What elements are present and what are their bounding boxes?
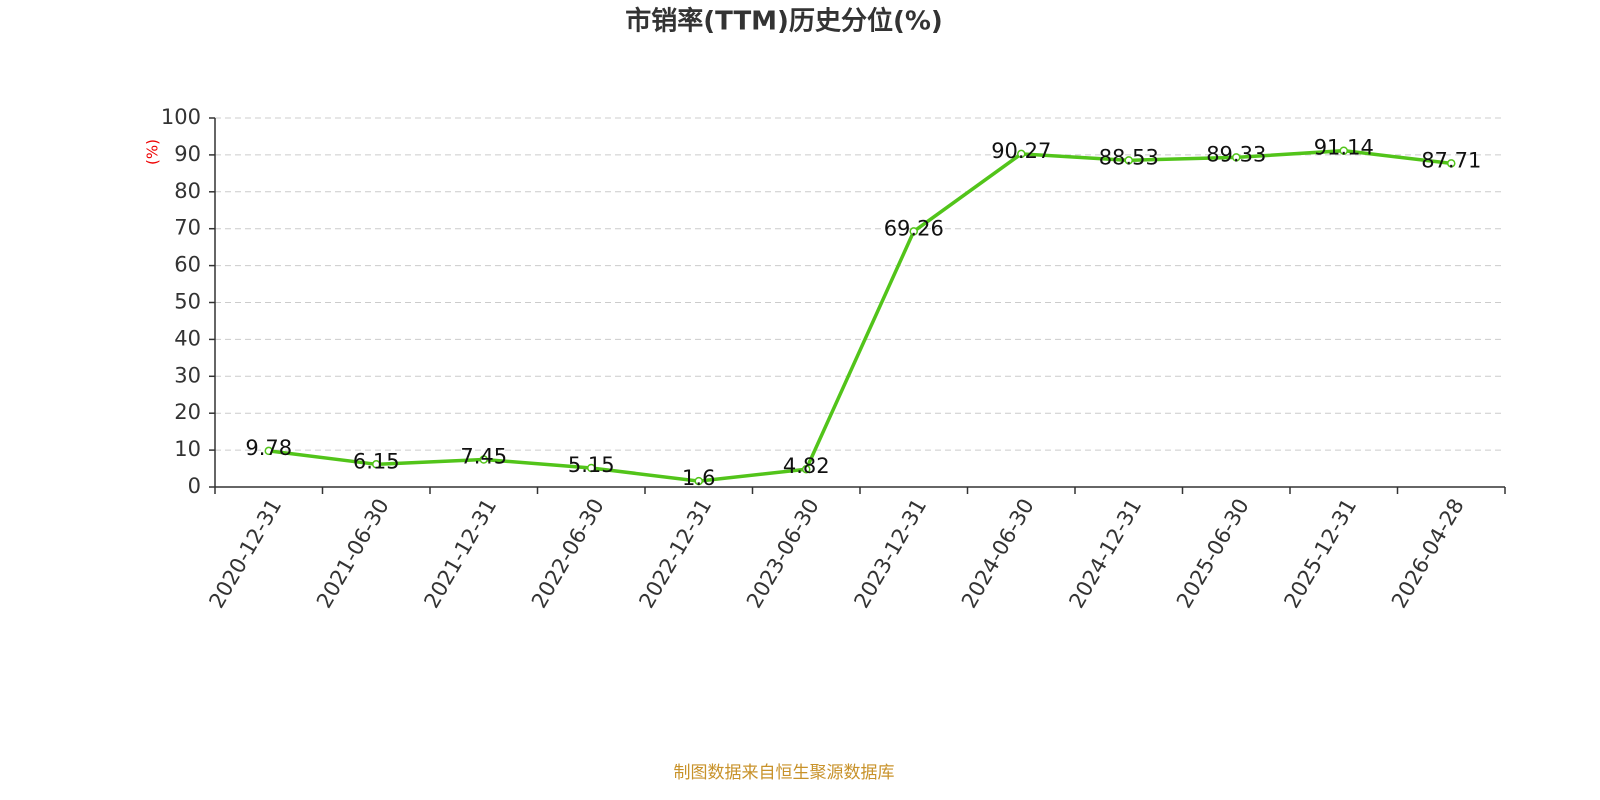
y-tick-label: 90	[174, 142, 201, 166]
x-tick-label: 2023-12-31	[849, 495, 931, 613]
point	[1124, 156, 1133, 165]
x-tick-label: 2021-12-31	[419, 495, 501, 613]
x-tick-label: 2022-12-31	[634, 495, 716, 613]
y-tick-label: 70	[174, 216, 201, 240]
y-tick-label: 60	[174, 253, 201, 277]
point	[1232, 153, 1241, 162]
y-tick-label: 0	[188, 474, 201, 498]
point	[587, 463, 596, 473]
x-tick-label: 2026-04-28	[1387, 495, 1469, 613]
chart-title: 市销率(TTM)历史分位(%)	[625, 6, 943, 37]
y-axis-label: (%)	[144, 139, 162, 165]
x-tick-label: 2020-12-31	[204, 495, 286, 613]
x-tick-label: 2025-12-31	[1279, 495, 1361, 613]
x-tick-label: 2025-06-30	[1172, 495, 1254, 613]
source-note: 制图数据来自恒生聚源数据库	[674, 763, 895, 783]
x-tick-label: 2024-06-30	[957, 495, 1039, 613]
point	[802, 464, 811, 474]
data-label: 87.71	[1421, 148, 1481, 172]
x-tick-label: 2022-06-30	[527, 495, 609, 613]
point	[1017, 149, 1026, 159]
data-label: 88.53	[1099, 145, 1159, 169]
data-label: 69.26	[884, 216, 944, 240]
point	[372, 460, 381, 469]
data-label: 7.45	[460, 445, 507, 469]
y-tick-label: 40	[174, 326, 201, 350]
y-tick-label: 20	[174, 400, 201, 424]
y-tick-label: 50	[174, 290, 201, 314]
data-label: 90.27	[991, 139, 1051, 163]
point	[264, 446, 273, 456]
x-tick-label: 2021-06-30	[312, 495, 394, 613]
data-label: 9.78	[245, 436, 292, 460]
point	[1339, 146, 1348, 155]
data-label: 1.6	[682, 466, 715, 490]
point	[909, 227, 918, 236]
point	[479, 455, 488, 464]
data-label: 89.33	[1206, 142, 1266, 166]
data-label: 91.14	[1314, 136, 1374, 160]
point	[694, 476, 703, 486]
x-tick-label: 2023-06-30	[742, 495, 824, 613]
point	[1447, 159, 1456, 168]
data-label: 6.15	[353, 449, 400, 473]
x-tick-label: 2024-12-31	[1064, 495, 1146, 613]
y-tick-label: 10	[174, 437, 201, 461]
line	[268, 148, 1452, 483]
y-tick-label: 80	[174, 179, 201, 203]
y-tick-label: 30	[174, 363, 201, 387]
y-tick-label: 100	[161, 105, 201, 129]
data-label: 4.82	[783, 454, 830, 478]
data-label: 5.15	[568, 453, 615, 477]
